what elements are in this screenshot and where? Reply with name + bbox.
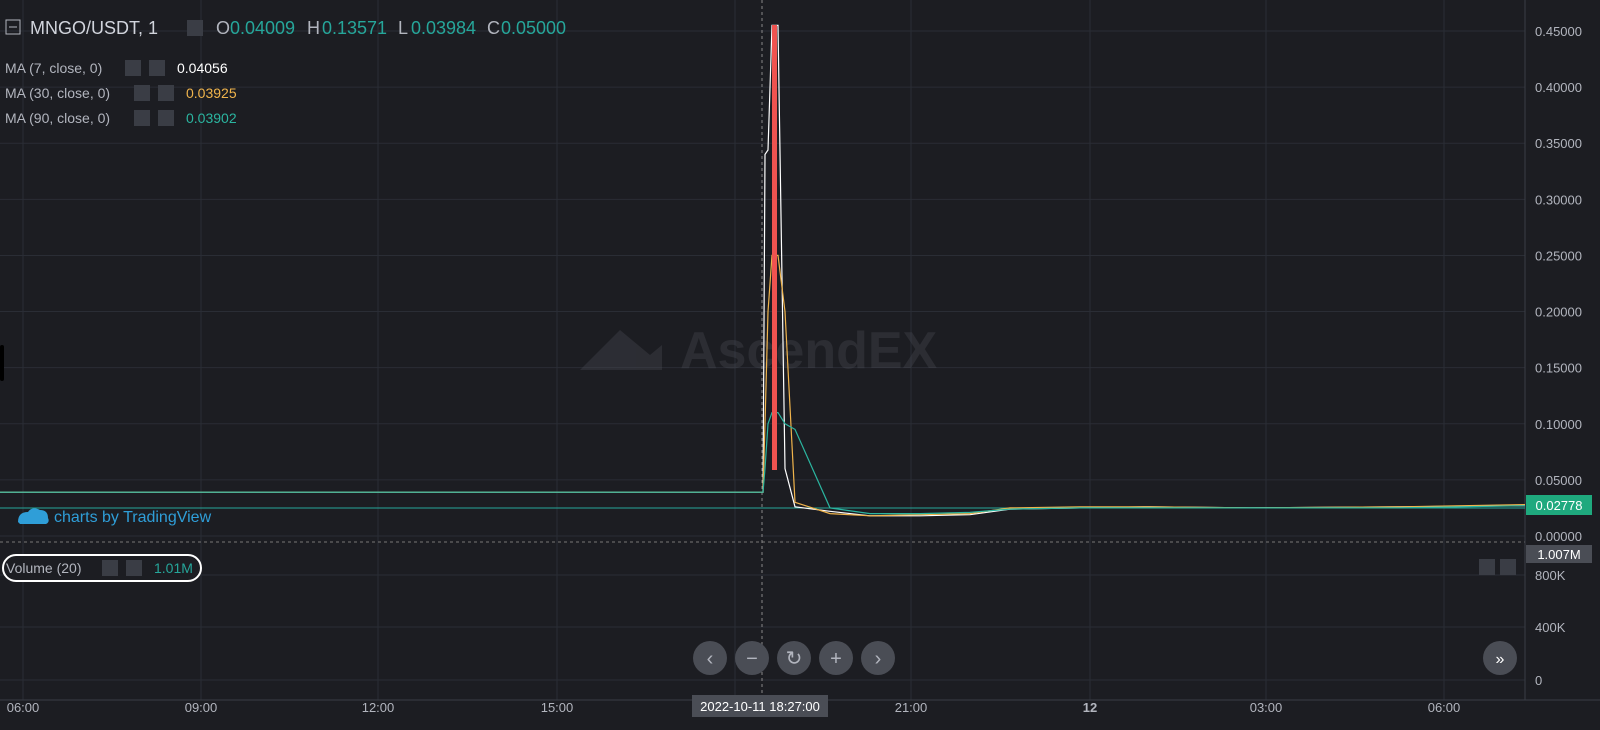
price-axis: 0.45000 0.40000 0.35000 0.30000 0.25000 0.200…	[1535, 24, 1582, 544]
symbol-settings-icon[interactable]	[187, 20, 203, 36]
volume-axis: 800K 400K 0	[1535, 568, 1566, 688]
ma-line-2	[0, 412, 1526, 515]
open-value: 0.04009	[230, 18, 295, 38]
price-tick: 0.20000	[1535, 305, 1582, 320]
price-tick: 0.45000	[1535, 24, 1582, 39]
indicator-value: 0.03902	[186, 110, 237, 126]
indicator-label: MA (90, close, 0)	[5, 110, 110, 126]
watermark-text: AscendEX	[680, 322, 938, 380]
crosshair-time-badge	[692, 695, 828, 717]
price-tick: 0.00000	[1535, 529, 1582, 544]
scroll-to-realtime-button[interactable]	[1483, 641, 1517, 675]
volume-tick: 800K	[1535, 568, 1566, 583]
candle-spike	[772, 25, 777, 470]
last-price-badge	[1526, 495, 1592, 515]
time-tick: 06:00	[1428, 700, 1461, 715]
price-tick: 0.40000	[1535, 80, 1582, 95]
indicator-close-icon[interactable]	[158, 110, 174, 126]
time-tick: 09:00	[185, 700, 218, 715]
volume-close-icon[interactable]	[126, 560, 142, 576]
volume-settings-icon[interactable]	[102, 560, 118, 576]
indicator-legend: MA (7, close, 0) 0.04056 MA (30, close, 0)…	[5, 60, 237, 126]
time-tick: 03:00	[1250, 700, 1283, 715]
watermark-logo-icon	[580, 330, 662, 370]
pane-up-icon[interactable]	[1479, 559, 1495, 575]
left-handle[interactable]	[0, 345, 4, 381]
time-axis: 06:00 09:00 12:00 15:00 21:00 12 03:00 06:00	[7, 700, 1461, 715]
minus-icon: −	[746, 648, 758, 670]
reset-button[interactable]	[777, 641, 811, 675]
chevron-right-icon: ›	[875, 648, 882, 670]
volume-marker-value: 1.007M	[1537, 547, 1580, 562]
volume-label: Volume (20)	[6, 560, 81, 576]
volume-marker-badge	[1526, 545, 1592, 563]
price-tick: 0.35000	[1535, 136, 1582, 151]
close-label: C	[487, 18, 500, 38]
double-chevron-right-icon: »	[1496, 651, 1505, 668]
branding-link[interactable]: charts by TradingView	[54, 509, 212, 526]
chevron-left-button[interactable]	[693, 641, 727, 675]
watermark: AscendEX	[580, 322, 938, 380]
indicator-settings-icon[interactable]	[134, 85, 150, 101]
last-price-value: 0.02778	[1536, 498, 1583, 513]
chevron-right-button[interactable]	[861, 641, 895, 675]
indicator-label: MA (30, close, 0)	[5, 85, 110, 101]
symbol-title: MNGO/USDT, 1	[30, 18, 158, 38]
minus-button[interactable]	[735, 641, 769, 675]
crosshair-time: 2022-10-11 18:27:00	[700, 699, 820, 714]
indicator-settings-icon[interactable]	[125, 60, 141, 76]
price-tick: 0.05000	[1535, 473, 1582, 488]
time-tick: 06:00	[7, 700, 40, 715]
time-tick: 15:00	[541, 700, 574, 715]
price-tick: 0.10000	[1535, 417, 1582, 432]
price-tick: 0.25000	[1535, 248, 1582, 263]
volume-tick: 400K	[1535, 620, 1566, 635]
indicator-settings-icon[interactable]	[134, 110, 150, 126]
indicator-label: MA (7, close, 0)	[5, 60, 102, 76]
low-value: 0.03984	[411, 18, 476, 38]
price-tick: 0.15000	[1535, 361, 1582, 376]
high-value: 0.13571	[322, 18, 387, 38]
volume-value: 1.01M	[154, 560, 193, 576]
ma-series	[0, 24, 1526, 517]
indicator-close-icon[interactable]	[149, 60, 165, 76]
open-label: O	[216, 18, 230, 38]
indicator-value: 0.03925	[186, 85, 237, 101]
high-label: H	[307, 18, 320, 38]
tradingview-cloud-icon	[18, 508, 49, 524]
chevron-left-icon: ‹	[707, 648, 714, 670]
time-tick: 21:00	[895, 700, 928, 715]
volume-tick: 0	[1535, 673, 1542, 688]
plus-button[interactable]	[819, 641, 853, 675]
indicator-close-icon[interactable]	[158, 85, 174, 101]
navigation-controls: ‹ − ↻ + ›	[693, 641, 895, 675]
close-value: 0.05000	[501, 18, 566, 38]
plus-icon: +	[830, 648, 842, 670]
pane-down-icon[interactable]	[1500, 559, 1516, 575]
indicator-value: 0.04056	[177, 60, 228, 76]
low-label: L	[398, 18, 408, 38]
collapse-icon[interactable]	[5, 19, 21, 35]
time-tick: 12:00	[362, 700, 395, 715]
reset-icon: ↻	[786, 648, 803, 670]
price-tick: 0.30000	[1535, 192, 1582, 207]
time-tick: 12	[1083, 700, 1097, 715]
